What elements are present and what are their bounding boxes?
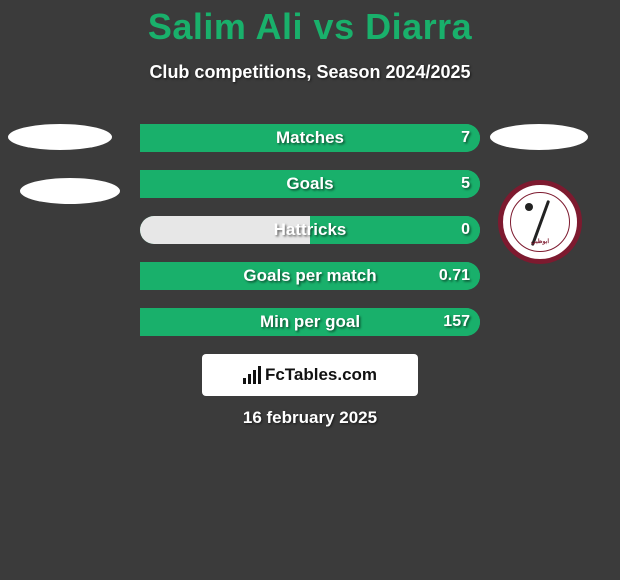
- brand-label: FcTables.com: [265, 365, 377, 385]
- crest-text: ابوظبي: [517, 238, 563, 245]
- stat-bar-right-value: 5: [461, 170, 470, 198]
- stat-bar-label: Goals per match: [140, 262, 480, 290]
- page-title: Salim Ali vs Diarra: [0, 0, 620, 48]
- date-label: 16 february 2025: [0, 408, 620, 428]
- left-player-placeholder-2: [20, 178, 120, 204]
- stat-bar-4: Min per goal157: [140, 308, 480, 336]
- comparison-card: Salim Ali vs Diarra Club competitions, S…: [0, 0, 620, 580]
- stat-bar-3: Goals per match0.71: [140, 262, 480, 290]
- stat-bar-1: Goals5: [140, 170, 480, 198]
- stat-bar-right-value: 0: [461, 216, 470, 244]
- brand-box[interactable]: FcTables.com: [202, 354, 418, 396]
- stat-bar-right-value: 0.71: [439, 262, 470, 290]
- stat-bar-0: Matches7: [140, 124, 480, 152]
- crest-ball-icon: [525, 203, 533, 211]
- subtitle: Club competitions, Season 2024/2025: [0, 62, 620, 83]
- right-player-placeholder: [490, 124, 588, 150]
- stat-bar-right-value: 157: [443, 308, 470, 336]
- club-crest-inner: ابوظبي: [510, 192, 570, 252]
- club-crest: ابوظبي: [498, 180, 582, 264]
- stat-bar-2: Hattricks0: [140, 216, 480, 244]
- stat-bar-label: Goals: [140, 170, 480, 198]
- stat-bar-right-value: 7: [461, 124, 470, 152]
- chart-icon: [243, 366, 261, 384]
- stat-bars: Matches7Goals5Hattricks0Goals per match0…: [140, 124, 480, 354]
- stat-bar-label: Matches: [140, 124, 480, 152]
- stat-bar-label: Min per goal: [140, 308, 480, 336]
- left-player-placeholder-1: [8, 124, 112, 150]
- stat-bar-label: Hattricks: [140, 216, 480, 244]
